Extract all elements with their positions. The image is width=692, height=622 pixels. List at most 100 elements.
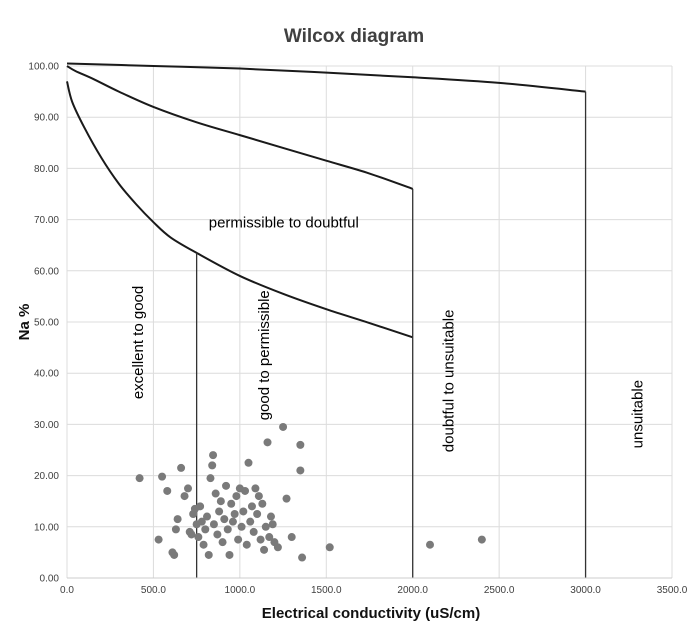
y-tick-label: 80.00: [34, 164, 59, 175]
data-point: [194, 533, 203, 542]
data-point: [253, 510, 262, 518]
x-tick-label: 0.0: [60, 585, 74, 596]
data-point: [213, 530, 222, 539]
data-point: [197, 517, 206, 526]
data-point: [204, 550, 213, 559]
data-point: [208, 461, 217, 470]
data-point: [184, 484, 192, 493]
data-point: [244, 458, 253, 467]
boundary-curves: [66, 62, 586, 339]
data-point: [196, 502, 205, 511]
data-point: [273, 543, 282, 552]
data-point: [256, 535, 265, 544]
y-tick-label: 10.00: [34, 522, 59, 533]
data-point: [180, 492, 189, 501]
data-point: [216, 497, 225, 506]
zone-labels: excellent to good good to permissible pe…: [130, 214, 647, 452]
data-point: [266, 512, 275, 521]
data-point: [261, 522, 270, 531]
data-point: [296, 440, 305, 449]
y-tick-label: 90.00: [34, 113, 59, 124]
data-point: [477, 535, 486, 544]
data-point: [158, 472, 167, 481]
x-tick-label: 3000.0: [570, 585, 601, 596]
data-point: [263, 438, 272, 447]
data-point: [222, 481, 231, 490]
data-point: [298, 553, 307, 562]
data-point: [171, 525, 180, 534]
x-tick-label: 1500.0: [311, 585, 342, 596]
y-axis-label: Na %: [16, 304, 33, 341]
data-point: [223, 525, 232, 534]
data-point: [206, 474, 215, 483]
data-point: [279, 422, 288, 431]
zone-label-excellent-to-good: excellent to good: [130, 286, 147, 399]
x-tick-label: 2000.0: [397, 585, 428, 596]
data-point: [246, 517, 255, 526]
data-point: [265, 533, 274, 542]
data-point: [254, 492, 263, 501]
data-point: [187, 530, 196, 539]
data-point: [163, 486, 172, 495]
zone-label-permissible-to-doubtful: permissible to doubtful: [209, 214, 359, 231]
y-tick-label: 40.00: [34, 369, 59, 380]
data-point: [426, 540, 434, 549]
x-tick-label: 3500.0: [657, 585, 688, 596]
data-point: [242, 540, 251, 549]
data-points: [135, 422, 486, 562]
y-tick-label: 0.00: [40, 574, 60, 585]
data-point: [215, 507, 224, 516]
data-point: [287, 533, 296, 542]
data-point: [258, 499, 267, 508]
data-point: [232, 492, 241, 501]
data-point: [227, 499, 236, 508]
chart-title: Wilcox diagram: [284, 26, 424, 47]
y-tick-label: 70.00: [34, 215, 59, 226]
data-point: [251, 484, 260, 493]
y-tick-label: 30.00: [34, 420, 59, 431]
y-tick-label: 20.00: [34, 471, 59, 482]
x-tick-labels: 0.0 500.0 1000.0 1500.0 2000.0 2500.0 3000.0 35…: [60, 585, 688, 596]
data-point: [230, 510, 239, 518]
x-tick-label: 1000.0: [225, 585, 256, 596]
data-point: [203, 512, 212, 521]
data-point: [282, 494, 291, 503]
y-tick-label: 60.00: [34, 266, 59, 277]
data-point: [170, 550, 179, 559]
data-point: [211, 489, 220, 498]
y-tick-labels: 0.00 10.00 20.00 30.00 40.00 50.00 60.00 70.00 8…: [28, 62, 59, 585]
y-tick-label: 100.00: [28, 62, 59, 73]
zone-label-unsuitable: unsuitable: [630, 380, 647, 448]
data-point: [225, 550, 234, 559]
data-point: [260, 545, 269, 554]
data-point: [228, 517, 237, 526]
data-point: [199, 540, 208, 549]
data-point: [173, 515, 182, 524]
data-point: [220, 515, 229, 524]
data-point: [247, 502, 256, 511]
x-tick-label: 2500.0: [484, 585, 515, 596]
data-point: [234, 535, 243, 544]
data-point: [135, 474, 144, 483]
data-point: [154, 535, 163, 544]
x-tick-label: 500.0: [141, 585, 166, 596]
zone-label-good-to-permissible: good to permissible: [256, 290, 273, 420]
data-point: [201, 525, 210, 534]
data-point: [237, 522, 246, 531]
boundary-curve: [66, 81, 414, 339]
data-point: [209, 451, 218, 460]
data-point: [239, 507, 248, 516]
boundary-curve: [66, 65, 414, 190]
boundary-curve: [66, 62, 586, 93]
data-point: [241, 486, 250, 495]
data-point: [209, 520, 218, 529]
y-tick-label: 50.00: [34, 318, 59, 329]
data-point: [296, 466, 305, 475]
data-point: [177, 463, 186, 472]
data-point: [218, 538, 227, 547]
zone-label-doubtful-to-unsuitable: doubtful to unsuitable: [440, 310, 457, 453]
data-point: [249, 527, 258, 536]
data-point: [325, 543, 334, 552]
